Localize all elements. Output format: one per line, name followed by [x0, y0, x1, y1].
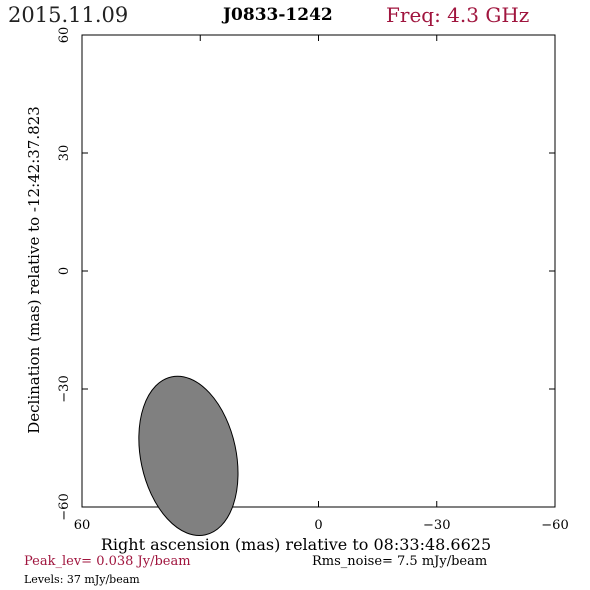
y-tick-label: 30 [57, 145, 72, 162]
source-name: J0833-1242 [223, 5, 333, 25]
observation-date: 2015.11.09 [8, 3, 129, 27]
y-tick-label: −30 [57, 375, 72, 402]
x-tick-label: −30 [423, 518, 450, 533]
y-tick-label: 0 [57, 267, 72, 275]
tick-group [81, 34, 556, 508]
x-tick-label: −60 [541, 518, 568, 533]
contour-levels: Levels: 37 mJy/beam [24, 573, 140, 586]
x-tick-label: 0 [314, 518, 322, 533]
beam-group [138, 375, 239, 537]
x-tick-label: 60 [74, 518, 91, 533]
y-tick-label: −60 [57, 493, 72, 520]
y-tick-label: 60 [57, 27, 72, 44]
beam-ellipse [138, 375, 239, 537]
rms-noise: Rms_noise= 7.5 mJy/beam [312, 554, 488, 569]
frequency-label: Freq: 4.3 GHz [386, 3, 530, 27]
peak-level: Peak_lev= 0.038 Jy/beam [24, 554, 191, 569]
y-axis-label: Declination (mas) relative to -12:42:37.… [25, 106, 43, 434]
x-axis-label: Right ascension (mas) relative to 08:33:… [101, 535, 491, 554]
